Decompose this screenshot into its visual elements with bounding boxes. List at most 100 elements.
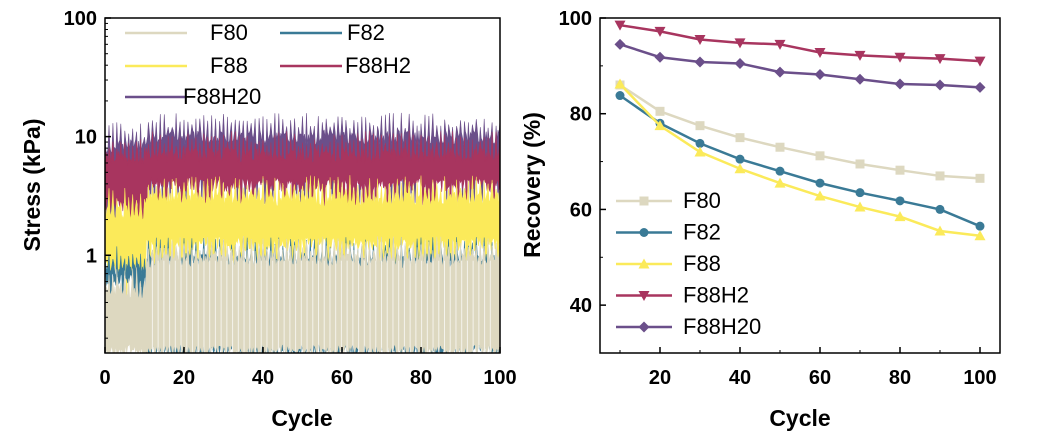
recovery-point-f80 [735,133,745,143]
right-legend-marker-f88 [638,258,650,269]
right-x-tick-label: 100 [963,367,996,389]
recovery-point-f88h20 [694,56,706,68]
right-legend-marker-f88h2 [638,291,650,301]
right-x-tick-label: 20 [649,367,671,389]
recovery-point-f88h2 [654,26,666,37]
left-x-tick-label: 100 [483,367,516,389]
recovery-point-f88 [934,225,946,236]
left-legend: F80 F82 F88 F88H2 F88H20 [125,20,411,109]
right-y-tick-label: 100 [559,8,592,30]
recovery-line-f80 [619,83,981,180]
left-x-tick-label: 80 [410,367,432,389]
recovery-point-f80 [935,171,945,181]
right-x-tick-label: 40 [729,367,751,389]
recovery-point-f88h20 [974,81,986,93]
recovery-point-f88h2 [814,47,826,58]
recovery-line-f82 [619,94,981,228]
stress-area-f88 [105,175,500,297]
recovery-point-f88h20 [614,38,626,50]
recovery-point-f88 [974,230,986,241]
left-x-tick-label: 20 [173,367,195,389]
left-legend-label-f88h20: F88H20 [183,84,261,109]
recovery-point-f88h20 [934,79,946,91]
recovery-series-group [614,20,986,241]
left-x-axis-label: Cycle [271,405,332,431]
recovery-point-f80 [775,142,785,152]
left-ticks: 0 20 40 60 80 100 1 10 100 [64,8,517,389]
recovery-line-f88 [619,83,981,237]
left-y-tick-label: 10 [75,127,97,149]
recovery-point-f82 [735,154,745,164]
recovery-point-f88h2 [854,50,866,61]
right-legend-marker-f82 [639,228,649,237]
recovery-point-f80 [975,173,985,183]
right-ticks: 20 40 60 80 100 40 60 80 100 [559,8,997,389]
right-y-tick-label: 60 [570,199,592,221]
right-legend-label-f82: F82 [683,220,721,245]
recovery-point-f88h2 [774,39,786,50]
recovery-point-f88 [654,120,666,131]
left-legend-label-f88h2: F88H2 [345,53,411,78]
recovery-point-f88h20 [854,73,866,85]
left-x-tick-label: 60 [331,367,353,389]
recovery-line-f88h2 [619,23,981,63]
recovery-point-f80 [815,151,825,161]
left-y-tick-label: 100 [64,8,97,30]
recovery-point-f82 [815,178,825,188]
stress-area-f88h2 [105,130,500,233]
recovery-point-f88h2 [894,52,906,63]
right-x-tick-label: 60 [809,367,831,389]
right-legend-label-f88: F88 [683,251,721,276]
left-x-tick-label: 40 [252,367,274,389]
stress-area-group [105,112,500,353]
right-legend-label-f80: F80 [683,188,721,213]
right-legend-label-f88h2: F88H2 [683,283,749,308]
recovery-point-f88h20 [654,51,666,63]
recovery-point-f88 [774,177,786,188]
recovery-point-f88 [894,211,906,222]
right-plot-frame [599,17,1001,354]
left-plot-frame [104,17,501,354]
recovery-point-f80 [895,165,905,175]
recovery-point-f82 [775,166,785,176]
recovery-point-f82 [855,188,865,198]
recovery-point-f80 [855,159,865,169]
recovery-point-f88h2 [734,38,746,49]
left-y-tick-label: 1 [86,245,97,267]
recovery-point-f82 [615,91,625,101]
recovery-point-f88h2 [694,35,706,46]
right-legend: F80 F82 F88 F88H2 F88H20 [616,188,761,339]
recovery-point-f88 [814,190,826,201]
left-x-tick-label: 0 [99,367,110,389]
left-y-axis-label: Stress (kPa) [19,119,45,252]
left-legend-label-f82: F82 [347,20,385,45]
recovery-point-f88 [734,163,746,174]
recovery-point-f88h2 [614,20,626,31]
recovery-point-f88 [854,201,866,212]
recovery-point-f82 [975,221,985,231]
recovery-point-f88h2 [934,54,946,65]
recovery-point-f80 [655,106,665,116]
left-legend-label-f88: F88 [210,53,248,78]
left-legend-label-f80: F80 [210,20,248,45]
right-x-axis-label: Cycle [769,405,830,431]
recovery-point-f88h20 [774,66,786,78]
right-y-tick-label: 40 [570,295,592,317]
right-legend-label-f88h20: F88H20 [683,314,761,339]
recovery-point-f82 [895,196,905,206]
recovery-point-f88 [614,78,626,89]
right-y-axis-label: Recovery (%) [519,112,545,258]
recovery-chart: 20 40 60 80 100 40 60 80 100 F80 F82 F88 F88H2 F88H2… [519,8,1001,431]
recovery-point-f88h20 [734,57,746,69]
recovery-point-f88h20 [814,68,826,80]
recovery-point-f82 [695,138,705,148]
recovery-point-f82 [935,204,945,214]
recovery-point-f88h20 [894,78,906,90]
recovery-point-f88 [694,146,706,157]
right-legend-marker-f88h20 [638,321,650,333]
recovery-line-f88h20 [619,43,981,89]
recovery-point-f80 [695,121,705,131]
right-x-tick-label: 80 [889,367,911,389]
